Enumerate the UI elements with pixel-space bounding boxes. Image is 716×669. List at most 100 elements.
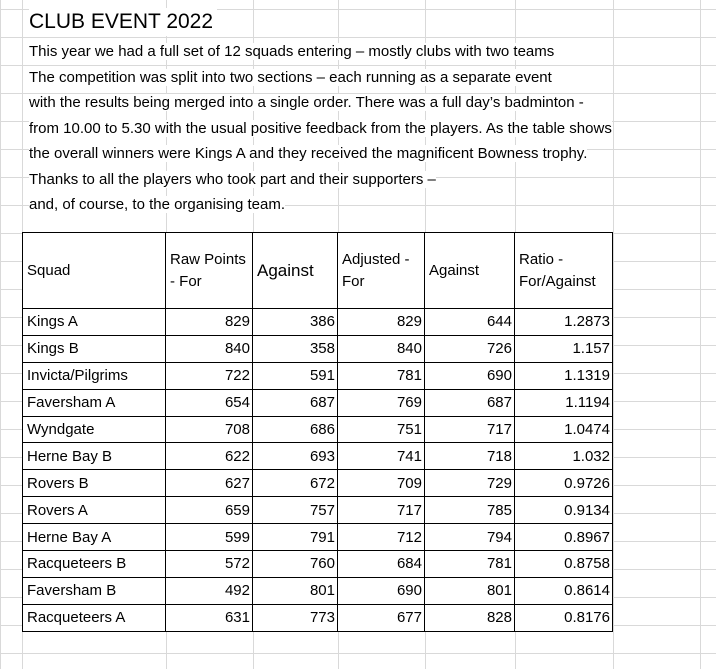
adjusted-against-cell[interactable]: 801 xyxy=(424,576,515,605)
adjusted-for-cell[interactable]: 741 xyxy=(337,442,425,471)
intro-line[interactable]: from 10.00 to 5.30 with the usual positi… xyxy=(29,119,612,137)
adjusted-against-cell[interactable]: 687 xyxy=(424,388,515,417)
ratio-cell[interactable]: 1.157 xyxy=(514,334,613,363)
ratio-cell[interactable]: 1.032 xyxy=(514,442,613,471)
ratio-cell[interactable]: 1.1194 xyxy=(514,388,613,417)
raw-against-cell[interactable]: 591 xyxy=(252,361,338,390)
adjusted-for-cell[interactable]: 840 xyxy=(337,334,425,363)
raw-against-cell[interactable]: 801 xyxy=(252,576,338,605)
squad-cell[interactable]: Faversham A xyxy=(22,388,166,417)
table-row: Rovers A 659 757 717 785 0.9134 xyxy=(22,496,613,525)
squad-cell[interactable]: Kings B xyxy=(22,334,166,363)
raw-for-cell[interactable]: 622 xyxy=(165,442,253,471)
adjusted-against-cell[interactable]: 726 xyxy=(424,334,515,363)
squad-cell[interactable]: Rovers B xyxy=(22,469,166,498)
raw-for-cell[interactable]: 708 xyxy=(165,415,253,444)
intro-line[interactable]: This year we had a full set of 12 squads… xyxy=(29,43,555,60)
raw-for-cell[interactable]: 627 xyxy=(165,469,253,498)
raw-for-cell[interactable]: 572 xyxy=(165,550,253,578)
intro-line[interactable]: The competition was split into two secti… xyxy=(29,68,552,86)
table-row: Kings B 840 358 840 726 1.157 xyxy=(22,334,613,363)
raw-against-cell[interactable]: 386 xyxy=(252,308,338,336)
raw-against-cell[interactable]: 672 xyxy=(252,469,338,498)
table-row: Herne Bay B 622 693 741 718 1.032 xyxy=(22,442,613,471)
raw-for-cell[interactable]: 654 xyxy=(165,388,253,417)
header-adjusted-for[interactable]: Adjusted - For xyxy=(337,232,425,309)
intro-line[interactable]: with the results being merged into a sin… xyxy=(29,94,584,111)
squad-cell[interactable]: Invicta/Pilgrims xyxy=(22,361,166,390)
intro-line[interactable]: the overall winners were Kings A and the… xyxy=(29,145,588,162)
ratio-cell[interactable]: 1.2873 xyxy=(514,308,613,336)
header-raw-against[interactable]: Against xyxy=(252,232,338,309)
table-row: Rovers B 627 672 709 729 0.9726 xyxy=(22,469,613,498)
page-title[interactable]: CLUB EVENT 2022 xyxy=(29,8,218,36)
table-row: Invicta/Pilgrims 722 591 781 690 1.1319 xyxy=(22,361,613,390)
adjusted-for-cell[interactable]: 712 xyxy=(337,523,425,552)
ratio-cell[interactable]: 0.8967 xyxy=(514,523,613,552)
table-header-row: Squad Raw Points - For Against Adjusted … xyxy=(22,232,613,309)
squad-cell[interactable]: Racqueteers A xyxy=(22,603,166,632)
ratio-cell[interactable]: 1.0474 xyxy=(514,415,613,444)
squad-cell[interactable]: Racqueteers B xyxy=(22,550,166,578)
raw-against-cell[interactable]: 773 xyxy=(252,603,338,632)
ratio-cell[interactable]: 0.8758 xyxy=(514,550,613,578)
adjusted-against-cell[interactable]: 690 xyxy=(424,361,515,390)
ratio-cell[interactable]: 0.9134 xyxy=(514,496,613,525)
adjusted-against-cell[interactable]: 785 xyxy=(424,496,515,525)
raw-against-cell[interactable]: 693 xyxy=(252,442,338,471)
adjusted-for-cell[interactable]: 709 xyxy=(337,469,425,498)
table-row: Wyndgate 708 686 751 717 1.0474 xyxy=(22,415,613,444)
adjusted-for-cell[interactable]: 717 xyxy=(337,496,425,525)
raw-for-cell[interactable]: 599 xyxy=(165,523,253,552)
adjusted-for-cell[interactable]: 769 xyxy=(337,388,425,417)
table-row: Racqueteers A 631 773 677 828 0.8176 xyxy=(22,603,613,632)
header-squad[interactable]: Squad xyxy=(22,232,166,309)
ratio-cell[interactable]: 0.8176 xyxy=(514,603,613,632)
header-raw-points-for[interactable]: Raw Points - For xyxy=(165,232,253,309)
adjusted-for-cell[interactable]: 781 xyxy=(337,361,425,390)
adjusted-against-cell[interactable]: 794 xyxy=(424,523,515,552)
raw-for-cell[interactable]: 631 xyxy=(165,603,253,632)
column-divider xyxy=(700,0,701,669)
column-divider xyxy=(613,0,614,669)
raw-against-cell[interactable]: 757 xyxy=(252,496,338,525)
adjusted-for-cell[interactable]: 690 xyxy=(337,576,425,605)
adjusted-against-cell[interactable]: 717 xyxy=(424,415,515,444)
raw-for-cell[interactable]: 659 xyxy=(165,496,253,525)
adjusted-for-cell[interactable]: 751 xyxy=(337,415,425,444)
ratio-cell[interactable]: 0.9726 xyxy=(514,469,613,498)
ratio-cell[interactable]: 0.8614 xyxy=(514,576,613,605)
ratio-cell[interactable]: 1.1319 xyxy=(514,361,613,390)
table-row: Faversham A 654 687 769 687 1.1194 xyxy=(22,388,613,417)
adjusted-for-cell[interactable]: 684 xyxy=(337,550,425,578)
intro-text: This year we had a full set of 12 squads… xyxy=(29,39,709,218)
raw-for-cell[interactable]: 492 xyxy=(165,576,253,605)
raw-against-cell[interactable]: 760 xyxy=(252,550,338,578)
adjusted-against-cell[interactable]: 718 xyxy=(424,442,515,471)
squad-cell[interactable]: Faversham B xyxy=(22,576,166,605)
adjusted-against-cell[interactable]: 729 xyxy=(424,469,515,498)
header-ratio[interactable]: Ratio - For/Against xyxy=(514,232,613,309)
squad-cell[interactable]: Wyndgate xyxy=(22,415,166,444)
raw-for-cell[interactable]: 722 xyxy=(165,361,253,390)
results-table: Squad Raw Points - For Against Adjusted … xyxy=(22,232,613,632)
adjusted-against-cell[interactable]: 644 xyxy=(424,308,515,336)
header-adjusted-against[interactable]: Against xyxy=(424,232,515,309)
squad-cell[interactable]: Herne Bay A xyxy=(22,523,166,552)
raw-against-cell[interactable]: 791 xyxy=(252,523,338,552)
squad-cell[interactable]: Rovers A xyxy=(22,496,166,525)
squad-cell[interactable]: Kings A xyxy=(22,308,166,336)
raw-for-cell[interactable]: 840 xyxy=(165,334,253,363)
intro-line[interactable]: and, of course, to the organising team. xyxy=(29,196,285,213)
intro-line[interactable]: Thanks to all the players who took part … xyxy=(29,170,436,188)
table-row: Kings A 829 386 829 644 1.2873 xyxy=(22,308,613,336)
adjusted-for-cell[interactable]: 677 xyxy=(337,603,425,632)
raw-against-cell[interactable]: 358 xyxy=(252,334,338,363)
squad-cell[interactable]: Herne Bay B xyxy=(22,442,166,471)
raw-for-cell[interactable]: 829 xyxy=(165,308,253,336)
raw-against-cell[interactable]: 686 xyxy=(252,415,338,444)
adjusted-for-cell[interactable]: 829 xyxy=(337,308,425,336)
adjusted-against-cell[interactable]: 828 xyxy=(424,603,515,632)
adjusted-against-cell[interactable]: 781 xyxy=(424,550,515,578)
raw-against-cell[interactable]: 687 xyxy=(252,388,338,417)
